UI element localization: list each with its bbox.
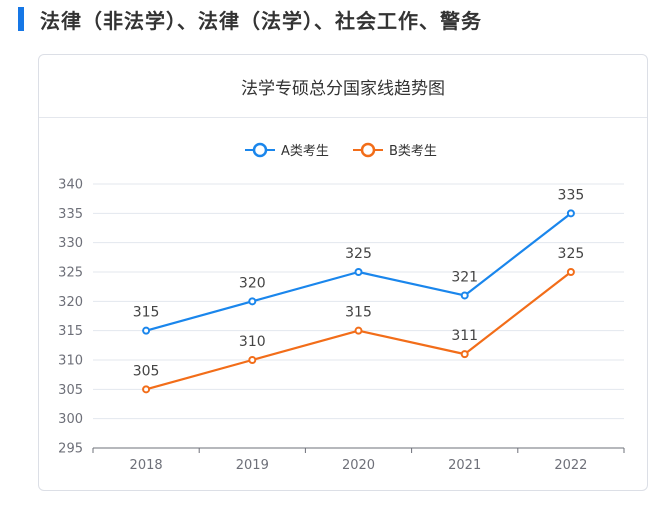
data-label: 315 [345,305,372,321]
data-label: 311 [451,328,478,344]
y-tick-label: 300 [58,412,83,427]
data-point [354,326,363,335]
x-tick-label: 2018 [130,458,163,473]
chart-title: 法学专硕总分国家线趋势图 [241,78,445,99]
x-tick-label: 2022 [554,458,587,473]
data-point [354,268,363,276]
data-point [460,291,469,300]
data-point [248,356,257,364]
y-tick-label: 305 [58,383,83,398]
data-label: 305 [133,363,160,379]
data-point [142,385,151,394]
data-point [248,297,257,306]
data-label: 335 [558,187,585,203]
data-label: 310 [239,334,266,350]
section-heading: 法律（非法学）、法律（法学）、社会工作、警务 [18,6,482,33]
data-point [566,268,575,276]
x-tick-label: 2019 [236,458,269,473]
legend-marker [360,142,376,158]
x-tick-label: 2020 [342,458,375,473]
data-label: 325 [558,246,585,262]
y-tick-label: 340 [58,178,83,193]
section-heading-text: 法律（非法学）、法律（法学）、社会工作、警务 [40,8,482,33]
y-tick-label: 320 [58,295,83,310]
y-tick-label: 330 [58,236,83,251]
data-point [460,350,469,359]
legend-label: B类考生 [389,144,437,159]
y-tick-label: 310 [58,354,83,369]
data-label: 315 [133,305,160,321]
data-point [142,326,151,335]
legend-label: A类考生 [281,144,329,159]
data-point [566,209,575,218]
chart-card-header: 法学专硕总分国家线趋势图 [39,55,647,118]
y-tick-label: 335 [58,207,83,222]
data-label: 321 [451,269,478,285]
y-tick-label: 325 [58,266,83,281]
heading-accent-bar [18,7,24,31]
data-label: 320 [239,275,266,291]
y-tick-label: 295 [58,442,83,457]
y-tick-label: 315 [58,324,83,339]
legend-marker [252,142,268,158]
data-label: 325 [345,246,372,262]
x-tick-label: 2021 [448,458,481,473]
